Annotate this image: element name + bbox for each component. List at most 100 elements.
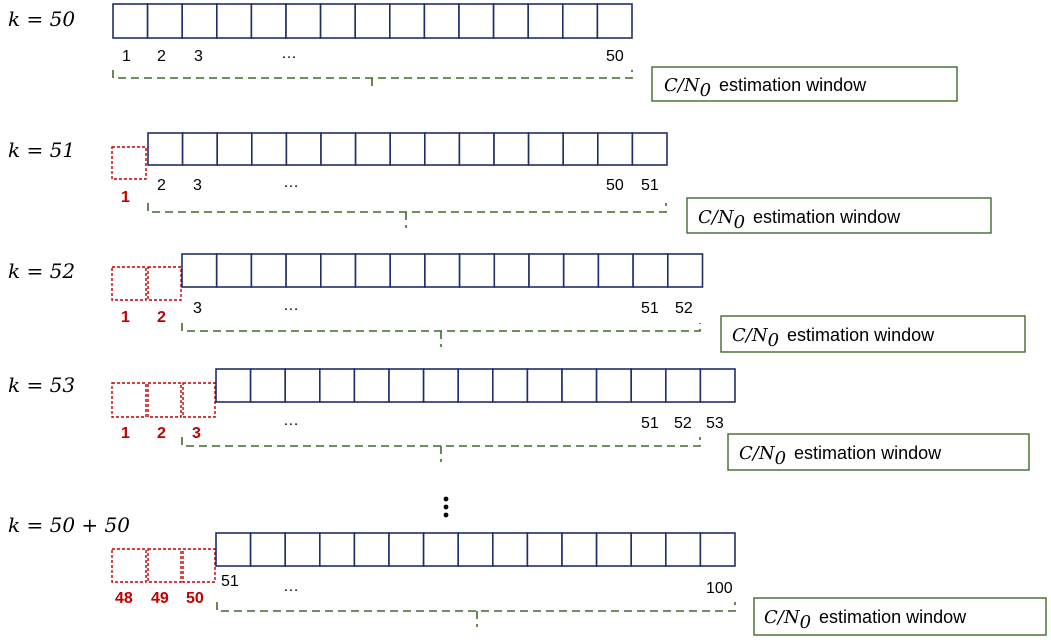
window-brace	[112, 70, 633, 90]
window-label-box: C/N0 estimation window	[651, 66, 958, 102]
row-label: k = 50 + 50	[8, 513, 130, 537]
window-brace	[181, 437, 701, 462]
buffer-cell	[353, 532, 390, 567]
buffer-cell	[250, 3, 287, 39]
buffer-cell	[424, 253, 461, 288]
window-label-math: C/N	[664, 75, 701, 96]
row-label: k = 52	[8, 259, 75, 283]
window-label-text: estimation window	[794, 443, 942, 463]
removed-index: 2	[157, 309, 166, 326]
buffer-cell	[699, 368, 736, 403]
buffer-cell	[493, 132, 530, 166]
buffer-cell	[666, 253, 704, 288]
window-label-text: estimation window	[787, 325, 935, 345]
buffer-cell	[250, 253, 287, 288]
window-label-text: estimation window	[819, 607, 967, 627]
buffer-cell	[249, 368, 286, 403]
window-label-math: C/N	[739, 443, 776, 464]
buffer-cell	[249, 532, 286, 567]
window-label-text: estimation window	[719, 75, 867, 95]
removed-index: 1	[121, 189, 130, 206]
sample-index: 100	[706, 580, 733, 597]
buffer-cell	[388, 368, 425, 403]
window-label-box: C/N0 estimation window	[686, 197, 992, 234]
buffer-cell	[216, 132, 253, 166]
buffer-cell	[423, 3, 460, 39]
buffer-cell	[630, 368, 667, 403]
removed-cell	[111, 548, 147, 583]
buffer-cell	[630, 532, 667, 567]
sample-index: 2	[157, 177, 166, 194]
row-label: k = 50	[8, 7, 75, 31]
buffer-cell	[528, 253, 565, 288]
buffer-cell	[596, 132, 634, 166]
buffer-cell	[526, 532, 563, 567]
window-label-subscript: 0	[775, 448, 786, 469]
row-k53: k = 53 1 2 3 … 51 52 53	[8, 368, 1030, 471]
buffer-cell	[285, 3, 322, 39]
removed-index: 50	[186, 590, 204, 607]
buffer-cell	[285, 253, 322, 288]
buffer-cell	[285, 132, 322, 166]
buffer-cell	[664, 368, 702, 403]
buffer-cell	[458, 253, 496, 288]
sample-index: 52	[674, 415, 692, 432]
buffer-cell	[458, 3, 495, 39]
sample-index: 3	[193, 300, 202, 317]
buffer-cell	[284, 532, 321, 567]
removed-index: 48	[115, 590, 133, 607]
sample-index: 51	[221, 573, 239, 590]
buffer-cell	[181, 3, 218, 39]
window-label-subscript: 0	[768, 330, 779, 351]
removed-cell	[147, 266, 182, 301]
buffer-cell	[491, 368, 529, 403]
buffer-cell	[146, 3, 183, 39]
window-label-box: C/N0 estimation window	[727, 433, 1030, 471]
window-label-math: C/N	[698, 207, 735, 228]
buffer-cell	[215, 368, 252, 403]
buffer-cell	[561, 368, 598, 403]
buffer-cell	[320, 132, 357, 166]
buffer-cell	[354, 132, 392, 166]
removed-index: 1	[121, 425, 130, 442]
ellipsis: …	[283, 412, 299, 429]
buffer-cell	[422, 368, 460, 403]
removed-cell	[111, 146, 147, 180]
sample-index: 3	[193, 177, 202, 194]
buffer-cell	[493, 253, 530, 288]
buffer-cell	[181, 253, 218, 288]
buffer-cell	[147, 132, 184, 166]
sample-index: 50	[606, 177, 624, 194]
buffer-cell	[561, 3, 599, 39]
row-k52: k = 52 1 2 3 … 51 52	[8, 253, 1026, 353]
buffer-cell	[389, 132, 426, 166]
removed-index: 3	[192, 425, 201, 442]
window-brace	[216, 602, 736, 627]
removed-cell	[182, 382, 216, 418]
buffer-cell	[422, 532, 460, 567]
buffer-cell	[562, 132, 599, 166]
sample-index: 51	[641, 177, 659, 194]
sample-buffer	[181, 253, 704, 288]
buffer-cell	[112, 3, 149, 39]
buffer-cell	[595, 368, 633, 403]
sample-buffer	[147, 132, 668, 166]
buffer-cell	[216, 3, 253, 39]
window-label-math: C/N	[732, 325, 769, 346]
buffer-cell	[215, 532, 252, 567]
buffer-cell	[561, 532, 598, 567]
row-k100: k = 50 + 50 48 49 50 51 … 100	[8, 513, 1047, 636]
sample-index: 51	[641, 415, 659, 432]
row-label: k = 51	[8, 138, 75, 162]
buffer-cell	[251, 132, 288, 166]
removed-cell	[182, 548, 216, 583]
sample-index: 53	[706, 415, 724, 432]
removed-index: 1	[121, 309, 130, 326]
row-label: k = 53	[8, 373, 75, 397]
buffer-cell	[597, 253, 634, 288]
buffer-cell	[491, 532, 529, 567]
window-label-text: estimation window	[753, 207, 901, 227]
